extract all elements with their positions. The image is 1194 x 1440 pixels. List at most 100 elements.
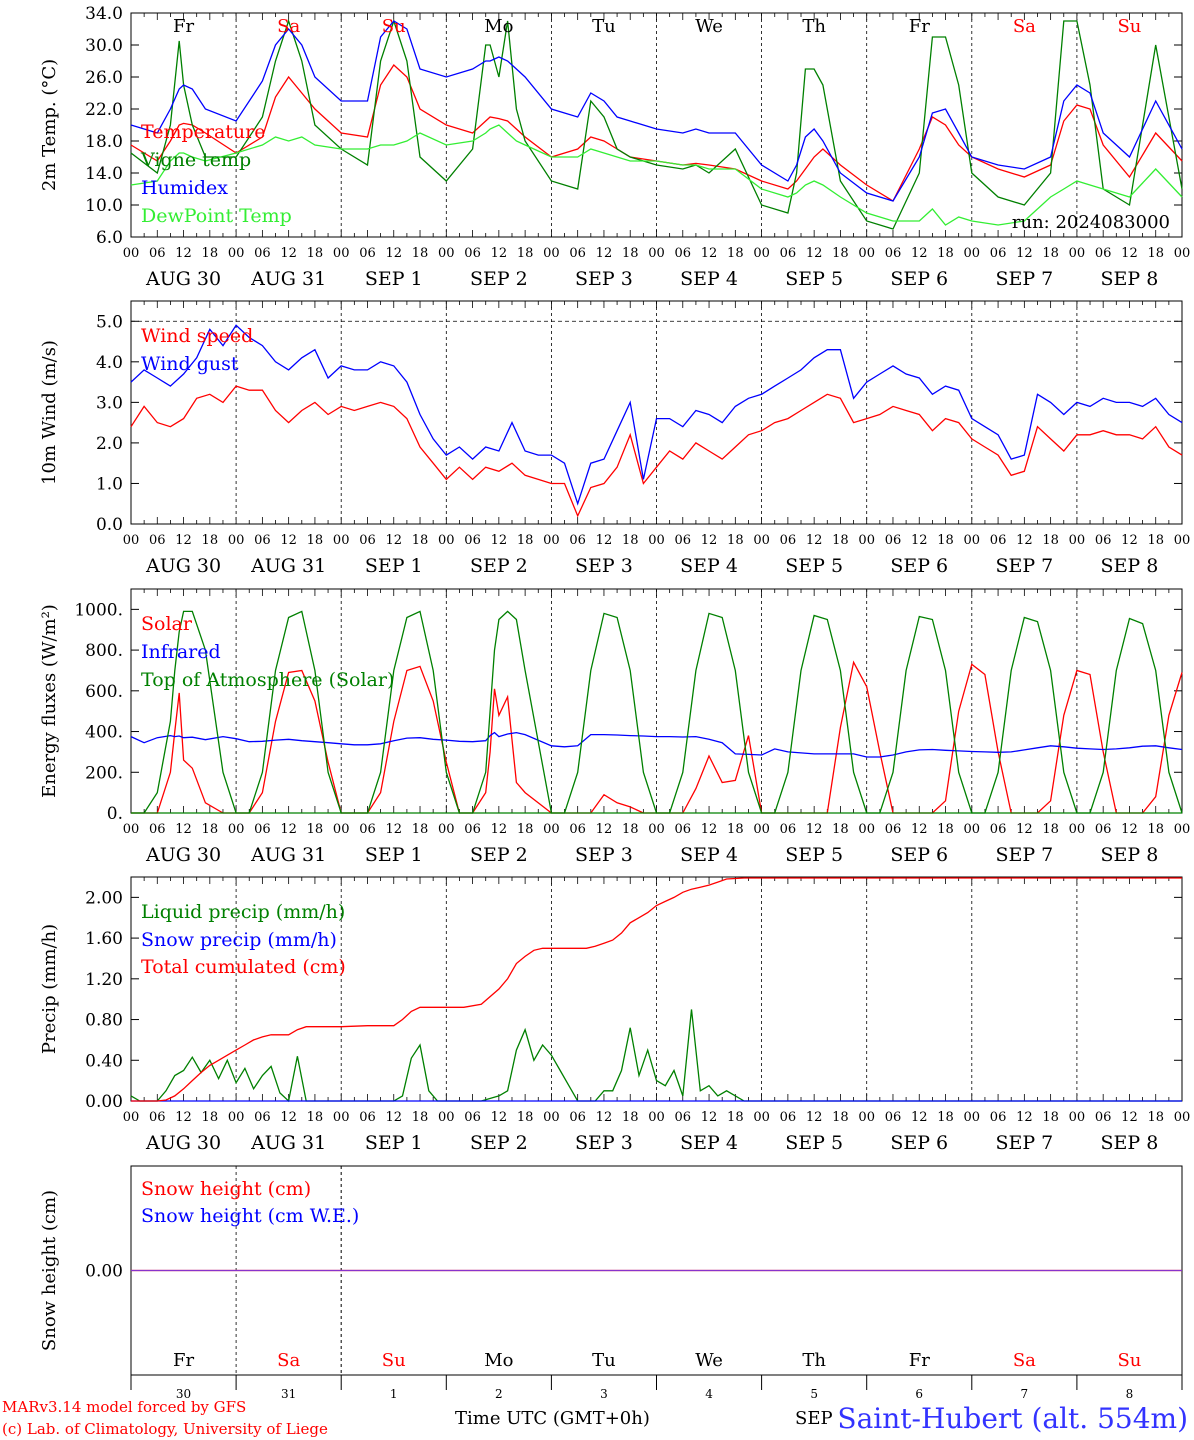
series-line-infrared — [130, 731, 1183, 758]
hour-tick-label: 06 — [675, 533, 692, 548]
y-axis-label: Snow height (cm) — [39, 1190, 60, 1351]
date-label: SEP 4 — [680, 844, 738, 866]
hour-tick-label: 00 — [648, 1110, 665, 1125]
day-name-top: Fr — [173, 16, 194, 37]
hour-tick-label: 00 — [964, 822, 981, 837]
hour-tick-label: 06 — [569, 1110, 586, 1125]
hour-tick-label: 12 — [701, 246, 718, 261]
legend-entry: DewPoint Temp — [141, 205, 292, 227]
hour-tick-label: 06 — [1095, 246, 1112, 261]
day-name-bottom: Mo — [484, 1350, 513, 1371]
hour-tick-label: 06 — [464, 822, 481, 837]
date-label: AUG 30 — [145, 844, 221, 866]
hour-tick-label: 12 — [701, 533, 718, 548]
date-label: SEP 6 — [890, 844, 948, 866]
y-tick-label: 2.00 — [85, 888, 123, 908]
hour-tick-label: 18 — [517, 1110, 534, 1125]
hour-tick-label: 06 — [569, 822, 586, 837]
hour-tick-label: 18 — [1042, 1110, 1059, 1125]
y-axis-label: Precip (mm/h) — [39, 924, 60, 1054]
series-line-humidex — [130, 20, 1183, 202]
hour-tick-label: 18 — [727, 533, 744, 548]
legend-entry: Top of Atmosphere (Solar) — [141, 669, 394, 691]
hour-tick-label: 12 — [1121, 822, 1138, 837]
plot-frame — [130, 300, 1183, 525]
y-tick-label: 600. — [85, 682, 123, 702]
day-name-bottom: We — [695, 1350, 723, 1371]
day-number: 1 — [390, 1387, 398, 1401]
hour-tick-label: 12 — [596, 246, 613, 261]
date-label: SEP 4 — [680, 268, 738, 290]
hour-tick-label: 12 — [491, 533, 508, 548]
date-label: SEP 8 — [1101, 844, 1159, 866]
hour-tick-label: 00 — [858, 822, 875, 837]
legend-entry: Wind speed — [141, 325, 253, 347]
hour-tick-label: 12 — [1016, 246, 1033, 261]
hour-tick-label: 18 — [832, 822, 849, 837]
hour-tick-label: 06 — [675, 1110, 692, 1125]
y-tick-label: 1.0 — [96, 474, 123, 494]
hour-tick-label: 18 — [202, 533, 219, 548]
date-label: SEP 8 — [1101, 1132, 1159, 1154]
y-tick-label: 0.00 — [85, 1262, 123, 1282]
y-tick-label: 0.0 — [96, 515, 123, 535]
hour-tick-label: 06 — [675, 822, 692, 837]
legend-entry: Snow height (cm) — [141, 1178, 311, 1200]
hour-tick-label: 00 — [333, 1110, 350, 1125]
hour-tick-label: 12 — [911, 246, 928, 261]
day-name-bottom: Fr — [909, 1350, 930, 1371]
hour-tick-label: 18 — [727, 822, 744, 837]
hour-tick-label: 00 — [333, 533, 350, 548]
hour-tick-label: 18 — [832, 533, 849, 548]
date-label: SEP 6 — [890, 268, 948, 290]
hour-tick-label: 18 — [1147, 1110, 1164, 1125]
hour-tick-label: 12 — [911, 533, 928, 548]
hour-tick-label: 18 — [1042, 246, 1059, 261]
hour-tick-label: 06 — [1095, 1110, 1112, 1125]
hour-tick-label: 12 — [1016, 533, 1033, 548]
panels: 6.0 10.0 14.0 18.0 22.0 26.0 30.0 34.0 2m Temp. … — [39, 4, 1190, 1376]
station-title: Saint-Hubert (alt. 554m) — [837, 1402, 1188, 1435]
hour-tick-label: 00 — [228, 822, 245, 837]
hour-tick-label: 18 — [202, 1110, 219, 1125]
hour-tick-label: 12 — [596, 822, 613, 837]
hour-tick-label: 06 — [990, 533, 1007, 548]
date-label: SEP 6 — [890, 555, 948, 577]
day-number: 6 — [915, 1387, 923, 1401]
date-label: SEP 3 — [575, 268, 633, 290]
hour-tick-label: 06 — [885, 822, 902, 837]
day-name-top: Tu — [592, 16, 616, 37]
hour-tick-label: 12 — [491, 246, 508, 261]
hour-tick-label: 00 — [228, 533, 245, 548]
hour-tick-label: 06 — [359, 1110, 376, 1125]
legend-entry: Wind gust — [141, 353, 239, 375]
hour-tick-label: 06 — [885, 533, 902, 548]
series-line-total-cumulated-cm- — [131, 877, 1182, 1102]
date-label: SEP 2 — [470, 844, 528, 866]
day-name-bottom: Tu — [592, 1350, 616, 1371]
footer-model: MARv3.14 model forced by GFS — [2, 1398, 246, 1416]
hour-tick-label: 00 — [123, 822, 140, 837]
day-number: 8 — [1126, 1387, 1134, 1401]
hour-tick-label: 18 — [307, 822, 324, 837]
plot-frame — [130, 12, 1183, 238]
y-axis-label: Energy fluxes (W/m²) — [39, 604, 60, 798]
hour-tick-label: 06 — [885, 1110, 902, 1125]
y-tick-label: 0.80 — [85, 1011, 123, 1031]
hour-tick-label: 12 — [596, 1110, 613, 1125]
day-name-bottom: Fr — [173, 1350, 194, 1371]
hour-tick-label: 12 — [911, 1110, 928, 1125]
legend-entry: Infrared — [141, 641, 221, 663]
hour-tick-label: 12 — [491, 822, 508, 837]
hour-tick-label: 18 — [727, 246, 744, 261]
hour-tick-label: 18 — [307, 1110, 324, 1125]
date-label: SEP 5 — [785, 268, 843, 290]
hour-tick-label: 00 — [858, 533, 875, 548]
date-label: SEP 6 — [890, 1132, 948, 1154]
hour-tick-label: 12 — [1121, 246, 1138, 261]
hour-tick-label: 00 — [438, 822, 455, 837]
day-name-bottom: Su — [382, 1350, 406, 1371]
hour-tick-label: 18 — [202, 822, 219, 837]
y-tick-label: 200. — [85, 763, 123, 783]
hour-tick-label: 18 — [307, 533, 324, 548]
